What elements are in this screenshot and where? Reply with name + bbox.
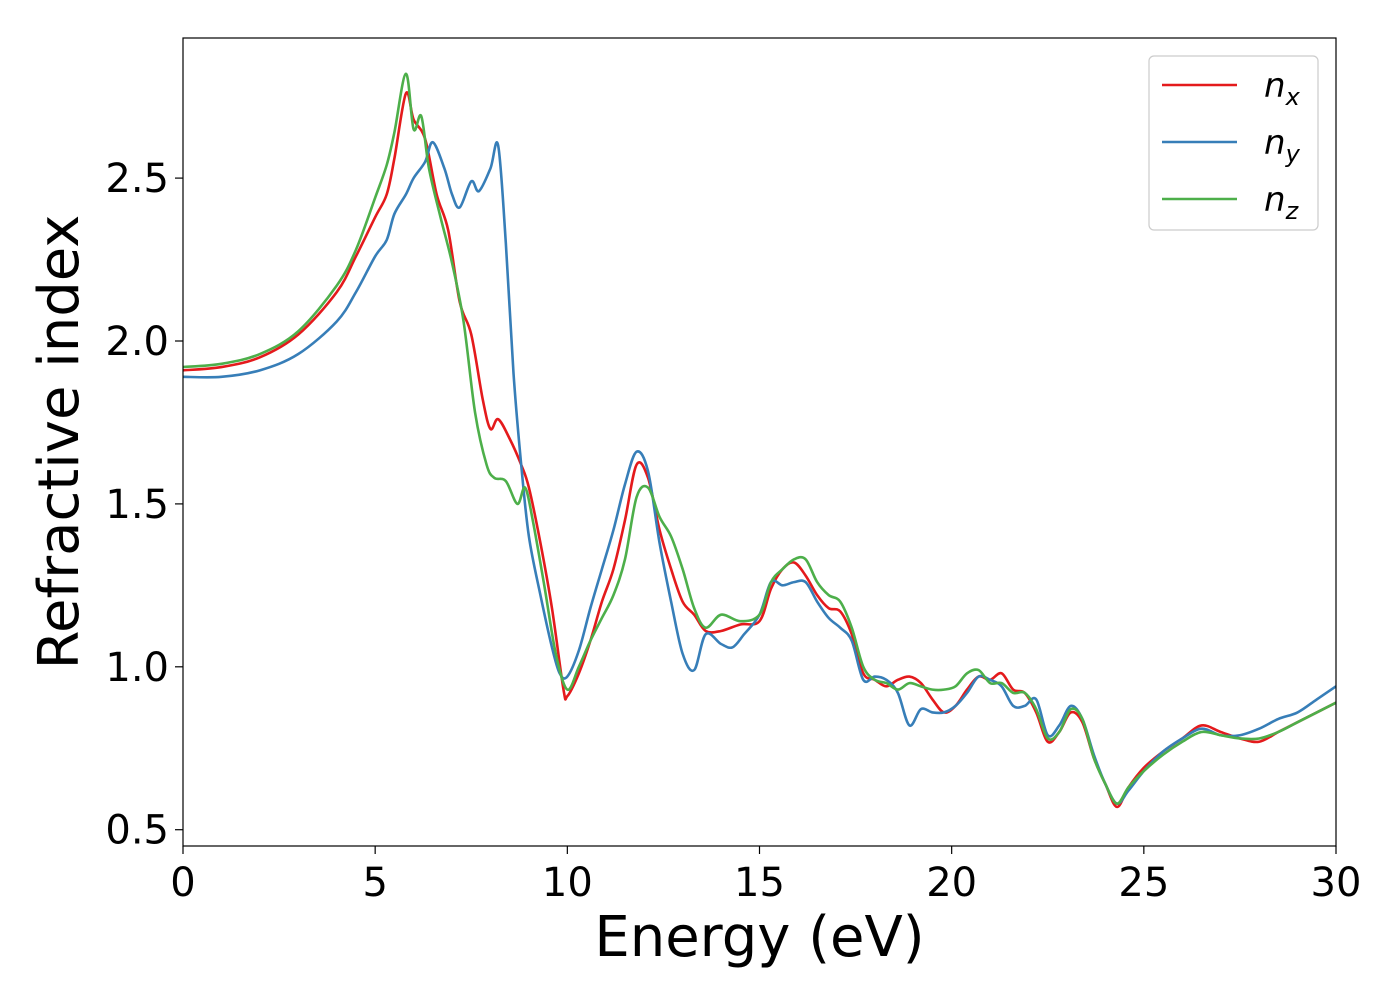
x-tick-label: 30 <box>1311 860 1362 906</box>
x-axis-ticks: 0 5 10 15 20 25 30 <box>170 846 1361 906</box>
y-tick-label: 1.5 <box>105 482 169 528</box>
x-tick-label: 15 <box>734 860 785 906</box>
y-tick-label: 2.0 <box>105 319 169 365</box>
y-tick-label: 1.0 <box>105 645 169 691</box>
y-axis-label: Refractive index <box>27 215 92 670</box>
legend: nx ny nz <box>1148 55 1319 231</box>
x-axis-label: Energy (eV) <box>594 905 924 970</box>
y-tick-label: 0.5 <box>105 808 169 854</box>
legend-label-y: ny <box>1264 123 1301 168</box>
x-tick-label: 25 <box>1118 860 1169 906</box>
legend-label-x: nx <box>1264 66 1301 111</box>
y-tick-label: 2.5 <box>105 156 169 202</box>
y-axis-ticks: 0.5 1.0 1.5 2.0 2.5 <box>105 156 183 854</box>
x-tick-label: 0 <box>170 860 195 906</box>
series-layer <box>183 72 1336 809</box>
x-tick-label: 20 <box>926 860 977 906</box>
series-line-z <box>183 72 1336 805</box>
x-tick-label: 5 <box>362 860 387 906</box>
x-tick-label: 10 <box>542 860 593 906</box>
legend-label-z: nz <box>1264 180 1300 225</box>
